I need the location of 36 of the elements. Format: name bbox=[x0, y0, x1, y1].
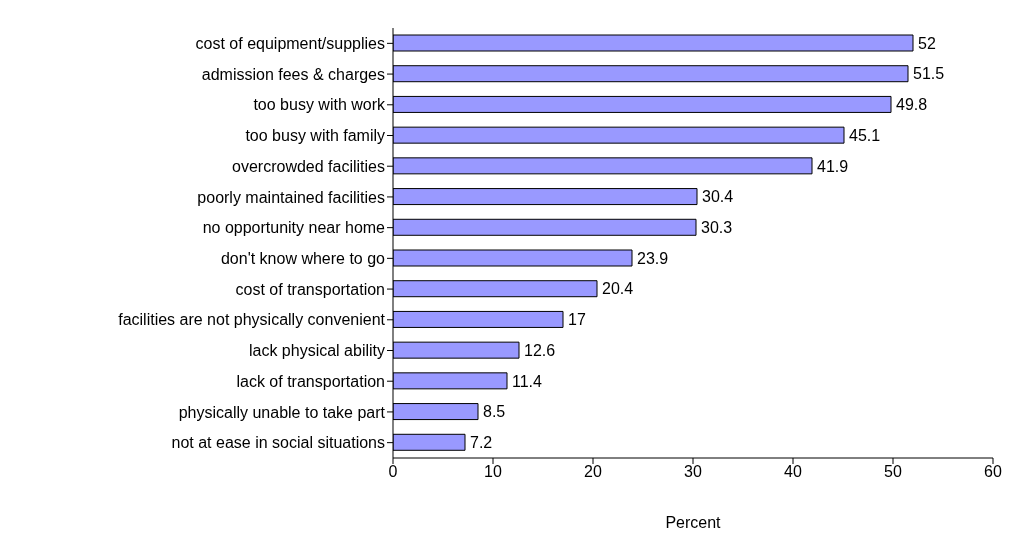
data-label: 8.5 bbox=[483, 403, 506, 421]
x-tick-label: 20 bbox=[584, 463, 602, 481]
data-label: 52 bbox=[918, 34, 936, 52]
data-label: 12.6 bbox=[524, 341, 556, 359]
y-tick-label: too busy with family bbox=[245, 127, 385, 145]
data-label: 20.4 bbox=[602, 280, 634, 298]
data-label: 30.4 bbox=[702, 188, 734, 206]
data-label: 45.1 bbox=[849, 126, 881, 144]
y-tick-label: no opportunity near home bbox=[202, 219, 386, 237]
y-tick-label: admission fees & charges bbox=[201, 65, 385, 83]
data-label: 30.3 bbox=[701, 218, 733, 236]
y-tick-label: lack physical ability bbox=[248, 342, 385, 360]
x-tick-label: 50 bbox=[884, 463, 902, 481]
y-tick-label: don't know where to go bbox=[220, 250, 386, 268]
data-label: 23.9 bbox=[637, 249, 669, 267]
y-tick-label: poorly maintained facilities bbox=[197, 188, 385, 206]
data-label: 17 bbox=[568, 311, 586, 329]
data-label: 7.2 bbox=[470, 433, 493, 451]
y-tick-label: lack of transportation bbox=[236, 372, 385, 390]
y-tick-label: cost of transportation bbox=[235, 280, 385, 298]
x-axis-title: Percent bbox=[665, 514, 722, 531]
y-tick-label: too busy with work bbox=[253, 96, 386, 114]
data-label: 49.8 bbox=[896, 96, 928, 114]
x-tick-label: 30 bbox=[684, 463, 702, 481]
x-tick-label: 10 bbox=[484, 463, 502, 481]
x-tick-label: 0 bbox=[388, 463, 398, 481]
data-label: 51.5 bbox=[913, 65, 945, 83]
y-tick-label: cost of equipment/supplies bbox=[195, 35, 385, 53]
data-label: 11.4 bbox=[512, 372, 543, 390]
y-tick-label: not at ease in social situations bbox=[171, 434, 385, 452]
y-tick-label: physically unable to take part bbox=[178, 403, 386, 421]
y-tick-label: overcrowded facilities bbox=[232, 157, 385, 175]
y-tick-label: facilities are not physically convenient bbox=[118, 311, 386, 329]
x-tick-label: 60 bbox=[984, 463, 1002, 481]
x-tick-label: 40 bbox=[784, 463, 802, 481]
data-label: 41.9 bbox=[817, 157, 849, 175]
